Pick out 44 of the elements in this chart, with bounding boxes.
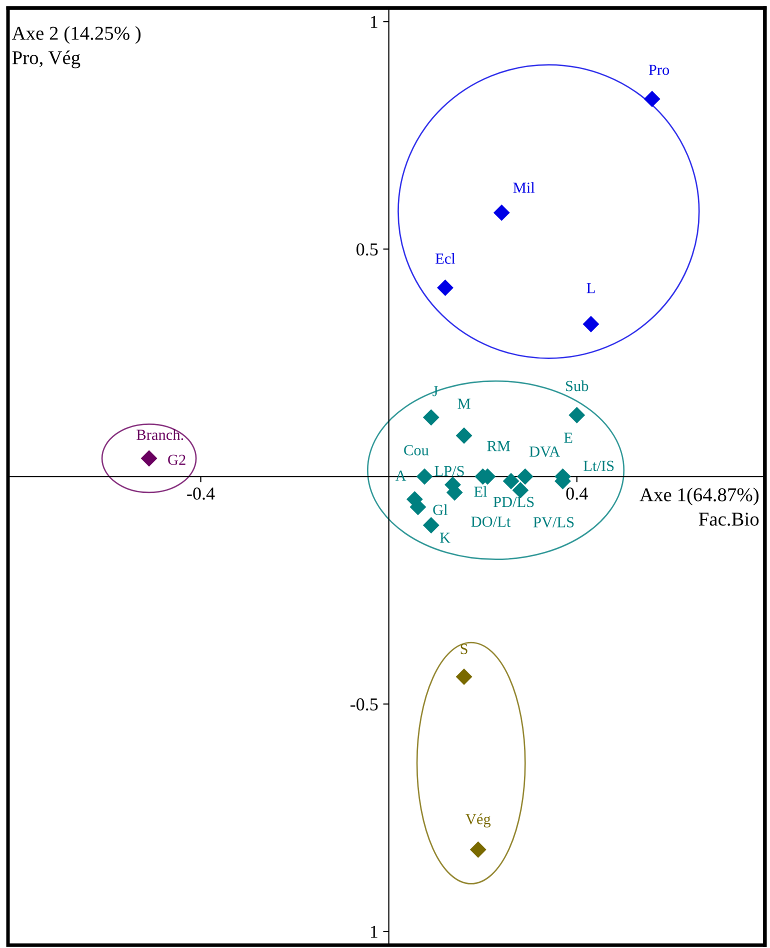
point	[493, 204, 510, 221]
annotation: DO/Lt	[471, 516, 511, 527]
annotation: E	[564, 432, 572, 443]
point	[470, 841, 486, 858]
point	[456, 427, 472, 444]
point	[568, 406, 586, 424]
annotation: Gl	[433, 504, 448, 516]
point	[644, 90, 660, 108]
annotation: G2	[168, 454, 186, 465]
x-tick-label: 0.4	[566, 488, 588, 500]
point	[416, 468, 433, 485]
y-tick-label: 1	[370, 16, 378, 28]
y-tick-label: 0.5	[356, 243, 378, 256]
annotation: Vég	[466, 813, 491, 828]
annotation: M	[458, 398, 470, 409]
point	[422, 409, 440, 426]
x-tick-label: -0.4	[187, 488, 215, 500]
annotation: PD/LS	[493, 496, 534, 508]
annotation: L	[586, 283, 595, 294]
y-tick-label: -0.5	[350, 698, 378, 711]
point	[502, 472, 520, 490]
point	[437, 280, 454, 296]
point	[140, 450, 158, 467]
annotation: RM	[487, 441, 510, 452]
point	[516, 468, 534, 485]
point	[422, 517, 440, 534]
annotation: Mil	[513, 182, 535, 193]
annotation: Cou	[404, 445, 429, 456]
y-axis-title: Axe 2 (14.25% ) Pro, Vég	[12, 26, 141, 68]
point	[456, 668, 472, 685]
point	[582, 316, 600, 332]
y-tick-label: 1	[370, 926, 378, 938]
annotation: DVA	[529, 446, 560, 457]
annotation: Ecl	[435, 253, 456, 264]
annotation: Branch.	[136, 429, 184, 440]
annotation: PV/LS	[533, 517, 574, 528]
annotation: Pro	[648, 64, 670, 75]
x-axis-title: Axe 1(64.87%) Fac.Bio	[640, 488, 759, 526]
annotation: Sub	[566, 380, 588, 392]
annotation: LP/S	[434, 466, 464, 476]
annotation: S	[460, 644, 468, 654]
annotation: El	[474, 486, 488, 497]
annotation: K	[440, 532, 450, 543]
annotation: Lt/IS	[584, 460, 614, 472]
